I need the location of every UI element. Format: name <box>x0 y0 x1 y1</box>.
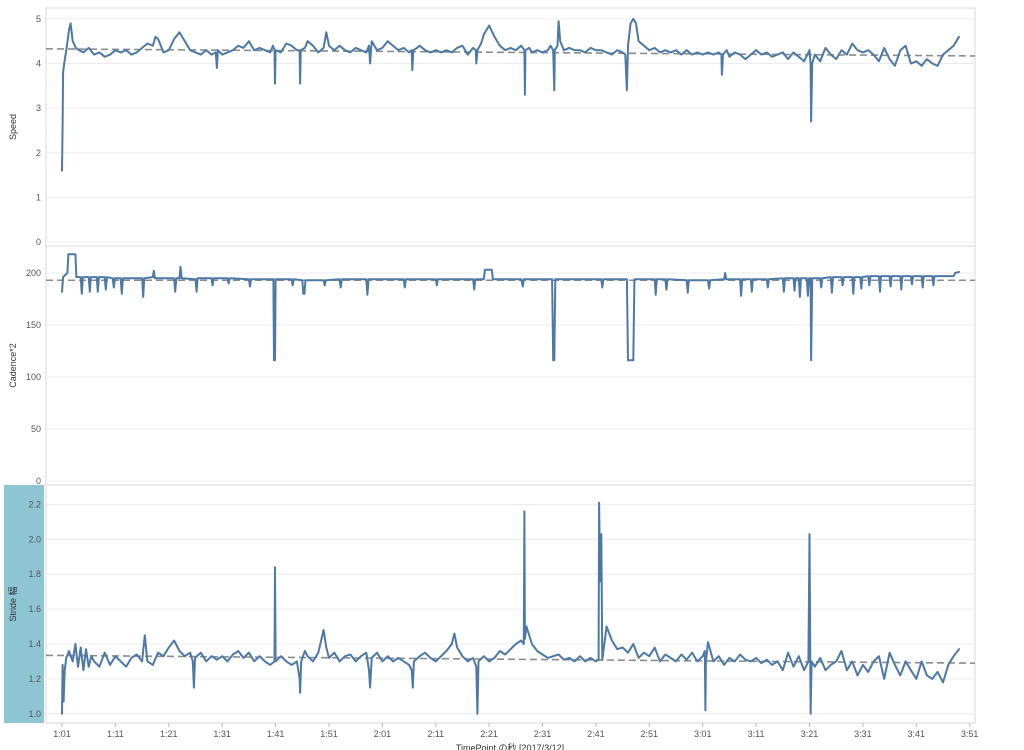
x-tick-label: 3:41 <box>908 729 926 739</box>
x-tick-label: 2:01 <box>374 729 392 739</box>
y-tick-label: 5 <box>36 14 41 24</box>
y-tick-label: 2 <box>36 148 41 158</box>
highlight-band <box>4 485 44 723</box>
series-line-speed <box>61 17 960 172</box>
plot-stride: 1.0 1.2 1.4 1.6 1.8 2.0 2.2 Stride 幅 <box>7 484 976 724</box>
y-tick-label: 3 <box>36 103 41 113</box>
plot-speed: 0 1 2 3 4 5 Speed <box>8 7 976 247</box>
x-tick-label: 1:11 <box>107 729 124 739</box>
plot-cadence: 0 50 100 150 200 Cadence*2 <box>8 245 976 486</box>
trend-line <box>45 654 976 664</box>
x-tick-label: 1:21 <box>160 729 178 739</box>
x-tick-label: 3:21 <box>801 729 819 739</box>
y-tick-label: 1.0 <box>28 709 41 719</box>
y-axis-title: Cadence*2 <box>8 343 18 388</box>
x-axis-title: TimePoint の秒 [2017/3/12] <box>456 742 564 750</box>
y-tick-label: 200 <box>26 268 41 278</box>
y-tick-label: 2.0 <box>28 534 41 544</box>
x-tick-label: 2:31 <box>534 729 552 739</box>
x-tick-label: 3:11 <box>748 729 765 739</box>
y-tick-label: 2.2 <box>28 499 41 509</box>
x-axis-ticks: 1:01 1:11 1:21 1:31 1:41 1:51 2:01 2:11 2:21 2:31… <box>53 723 978 739</box>
series-line-stride <box>61 501 960 715</box>
y-axis-title: Stride 幅 <box>7 586 18 621</box>
x-tick-label: 1:51 <box>320 729 338 739</box>
plot-frame <box>45 484 976 724</box>
trend-line <box>45 48 976 57</box>
plots-layer: 012345Speed050100150200Cadence*21.01.21.… <box>7 7 976 724</box>
y-axis-title: Speed <box>8 114 18 140</box>
y-tick-label: 50 <box>31 424 41 434</box>
x-tick-label: 1:01 <box>53 729 71 739</box>
y-tick-label: 1.2 <box>28 674 41 684</box>
x-tick-label: 1:41 <box>267 729 285 739</box>
x-tick-label: 2:51 <box>641 729 659 739</box>
x-tick-label: 3:01 <box>694 729 712 739</box>
x-tick-label: 1:31 <box>213 729 231 739</box>
y-tick-label: 1.4 <box>28 639 41 649</box>
y-tick-label: 4 <box>36 59 41 69</box>
y-tick-label: 0 <box>36 237 41 247</box>
y-tick-label: 150 <box>26 320 41 330</box>
y-tick-label: 1.8 <box>28 569 41 579</box>
y-tick-label: 100 <box>26 372 41 382</box>
y-tick-label: 1.6 <box>28 604 41 614</box>
y-tick-label: 0 <box>36 476 41 486</box>
y-tick-label: 1 <box>36 192 41 202</box>
x-tick-label: 2:11 <box>427 729 444 739</box>
x-tick-label: 3:51 <box>961 729 979 739</box>
x-tick-label: 3:31 <box>854 729 872 739</box>
series-line-cadence <box>61 253 960 362</box>
x-tick-label: 2:41 <box>587 729 605 739</box>
x-tick-label: 2:21 <box>480 729 498 739</box>
